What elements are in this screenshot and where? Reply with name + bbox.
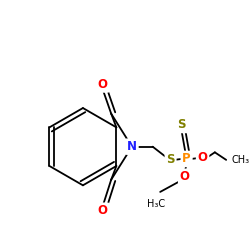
Text: CH₃: CH₃ — [232, 155, 250, 165]
Text: S: S — [166, 153, 175, 166]
Text: O: O — [180, 170, 190, 183]
Text: O: O — [98, 78, 108, 91]
Text: O: O — [98, 204, 108, 217]
Text: P: P — [182, 152, 191, 166]
Text: H₃C: H₃C — [147, 200, 166, 209]
Text: N: N — [127, 140, 137, 153]
Text: S: S — [178, 118, 186, 132]
Text: O: O — [198, 152, 207, 164]
